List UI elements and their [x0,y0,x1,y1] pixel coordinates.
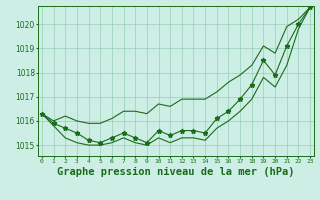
X-axis label: Graphe pression niveau de la mer (hPa): Graphe pression niveau de la mer (hPa) [57,167,295,177]
